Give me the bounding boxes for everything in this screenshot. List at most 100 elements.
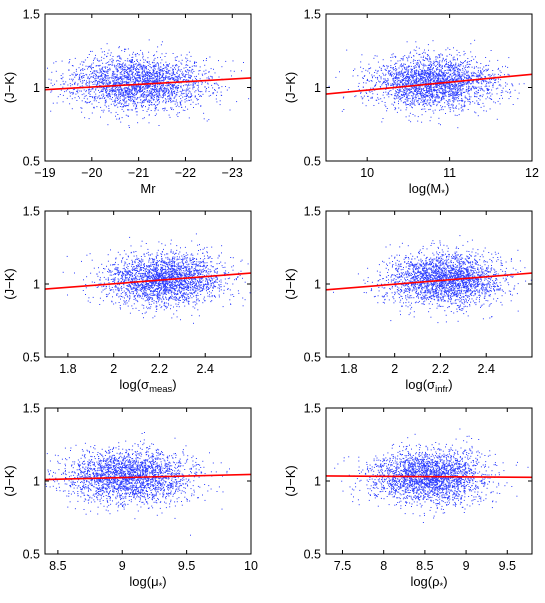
scatter-point bbox=[148, 86, 150, 88]
scatter-point bbox=[461, 78, 463, 79]
scatter-point bbox=[499, 70, 501, 72]
scatter-point bbox=[112, 84, 114, 85]
scatter-point bbox=[108, 108, 110, 109]
scatter-point bbox=[150, 98, 152, 100]
scatter-point bbox=[132, 56, 134, 58]
y-tick-label: 0.5 bbox=[23, 155, 40, 169]
scatter-point bbox=[164, 67, 166, 69]
scatter-point bbox=[458, 114, 460, 116]
scatter-point bbox=[441, 65, 443, 67]
scatter-point bbox=[159, 92, 161, 94]
scatter-point bbox=[445, 64, 446, 66]
scatter-point bbox=[159, 80, 161, 82]
scatter-point bbox=[473, 67, 475, 69]
scatter-point bbox=[469, 101, 471, 102]
scatter-point bbox=[109, 95, 111, 97]
scatter-point bbox=[406, 99, 408, 101]
scatter-point bbox=[377, 61, 379, 63]
scatter-point bbox=[186, 58, 188, 60]
scatter-point bbox=[152, 77, 154, 78]
scatter-point bbox=[423, 97, 425, 98]
scatter-point bbox=[196, 75, 197, 77]
scatter-point bbox=[408, 95, 410, 97]
scatter-point bbox=[116, 69, 118, 71]
scatter-point bbox=[390, 72, 392, 74]
scatter-point bbox=[154, 86, 156, 88]
scatter-point bbox=[241, 70, 242, 72]
scatter-point bbox=[99, 60, 101, 62]
scatter-point bbox=[479, 67, 481, 69]
scatter-point bbox=[185, 84, 187, 86]
scatter-point bbox=[493, 78, 495, 80]
scatter-point bbox=[400, 72, 402, 74]
scatter-point bbox=[447, 91, 449, 92]
scatter-point bbox=[407, 77, 409, 79]
scatter-point bbox=[450, 70, 452, 72]
scatter-point bbox=[438, 72, 440, 74]
scatter-point bbox=[130, 96, 131, 97]
scatter-point bbox=[429, 120, 431, 122]
scatter-point bbox=[398, 96, 400, 98]
scatter-point bbox=[445, 85, 447, 86]
scatter-point bbox=[416, 83, 417, 85]
scatter-point bbox=[147, 65, 149, 66]
scatter-point bbox=[488, 97, 490, 99]
scatter-point bbox=[105, 90, 106, 91]
scatter-point bbox=[421, 81, 423, 83]
scatter-point bbox=[401, 68, 403, 70]
scatter-point bbox=[401, 94, 403, 96]
scatter-point bbox=[146, 80, 148, 81]
scatter-point bbox=[413, 71, 415, 73]
scatter-point bbox=[412, 107, 413, 109]
scatter-point bbox=[96, 84, 98, 86]
scatter-point bbox=[152, 85, 154, 87]
scatter-point bbox=[143, 66, 145, 68]
scatter-point bbox=[451, 72, 453, 74]
scatter-point bbox=[167, 76, 169, 78]
scatter-point bbox=[433, 70, 435, 72]
scatter-point bbox=[62, 76, 64, 78]
scatter-point bbox=[178, 80, 179, 82]
scatter-point bbox=[135, 69, 137, 71]
scatter-point bbox=[122, 81, 124, 83]
scatter-point bbox=[62, 83, 64, 85]
scatter-point bbox=[152, 81, 154, 83]
scatter-point bbox=[470, 96, 472, 98]
scatter-point bbox=[101, 79, 103, 81]
scatter-point bbox=[400, 75, 402, 77]
scatter-point bbox=[436, 92, 438, 94]
scatter-point bbox=[437, 67, 439, 69]
scatter-point bbox=[402, 59, 404, 61]
scatter-point bbox=[212, 87, 214, 89]
scatter-point bbox=[456, 88, 458, 90]
scatter-point bbox=[457, 65, 459, 67]
scatter-point bbox=[116, 77, 118, 79]
scatter-point bbox=[427, 58, 429, 60]
scatter-point bbox=[439, 55, 441, 57]
scatter-point bbox=[103, 94, 105, 96]
scatter-point bbox=[187, 92, 189, 94]
scatter-point bbox=[105, 84, 107, 86]
scatter-point bbox=[426, 82, 427, 84]
scatter-point bbox=[450, 78, 452, 80]
scatter-point bbox=[463, 54, 465, 56]
scatter-point bbox=[416, 82, 418, 84]
scatter-point bbox=[191, 65, 193, 67]
scatter-point bbox=[413, 93, 415, 95]
scatter-point bbox=[90, 81, 92, 83]
scatter-point bbox=[114, 105, 116, 107]
scatter-point bbox=[412, 91, 414, 93]
scatter-point bbox=[428, 60, 430, 62]
scatter-point bbox=[180, 87, 182, 89]
scatter-point bbox=[214, 72, 216, 74]
scatter-point bbox=[483, 70, 485, 72]
scatter-point bbox=[488, 93, 490, 95]
scatter-point bbox=[400, 71, 402, 73]
scatter-point bbox=[415, 70, 417, 72]
scatter-point bbox=[463, 67, 465, 69]
scatter-point bbox=[407, 96, 408, 98]
scatter-point bbox=[506, 83, 508, 85]
scatter-point bbox=[416, 64, 418, 65]
scatter-point bbox=[410, 80, 412, 82]
scatter-point bbox=[162, 94, 164, 96]
